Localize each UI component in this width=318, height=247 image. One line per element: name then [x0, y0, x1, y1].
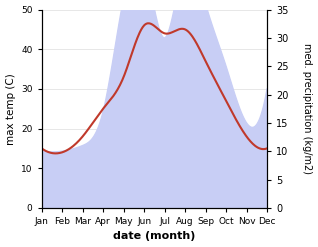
X-axis label: date (month): date (month) [113, 231, 196, 242]
Y-axis label: max temp (C): max temp (C) [5, 73, 16, 144]
Y-axis label: med. precipitation (kg/m2): med. precipitation (kg/m2) [302, 43, 313, 174]
